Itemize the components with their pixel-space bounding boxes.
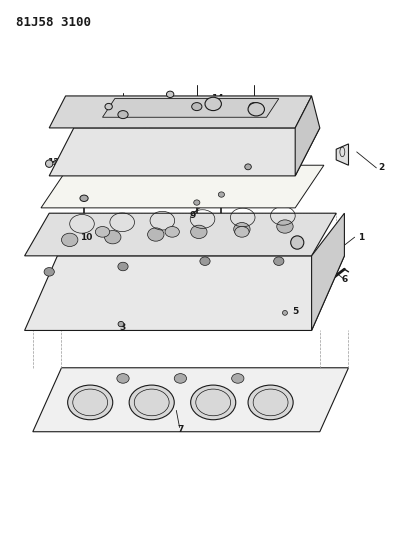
Polygon shape: [25, 213, 335, 256]
Ellipse shape: [282, 310, 287, 316]
Polygon shape: [49, 128, 319, 176]
Text: 8: 8: [242, 196, 249, 204]
Ellipse shape: [290, 236, 303, 249]
Ellipse shape: [273, 257, 283, 265]
Ellipse shape: [234, 227, 249, 237]
Ellipse shape: [129, 385, 174, 420]
Ellipse shape: [276, 220, 292, 233]
Ellipse shape: [249, 102, 258, 110]
Text: 1: 1: [357, 233, 363, 241]
Polygon shape: [49, 96, 311, 128]
Ellipse shape: [105, 103, 112, 110]
Text: 2: 2: [377, 164, 384, 172]
Ellipse shape: [247, 102, 264, 116]
Text: 7: 7: [177, 425, 183, 433]
Text: 6: 6: [340, 276, 347, 284]
Ellipse shape: [117, 374, 129, 383]
Ellipse shape: [231, 374, 243, 383]
Ellipse shape: [174, 374, 186, 383]
Text: 10: 10: [80, 233, 92, 241]
Ellipse shape: [233, 222, 249, 236]
Ellipse shape: [118, 321, 124, 327]
Ellipse shape: [95, 227, 110, 237]
Text: 9: 9: [189, 212, 196, 220]
Text: 3: 3: [119, 324, 126, 332]
Text: 13: 13: [166, 116, 178, 124]
Text: 14: 14: [211, 94, 223, 103]
Ellipse shape: [164, 227, 179, 237]
Ellipse shape: [104, 230, 121, 244]
Ellipse shape: [147, 228, 164, 241]
Polygon shape: [294, 96, 319, 176]
Polygon shape: [25, 256, 344, 330]
Polygon shape: [102, 99, 278, 117]
Ellipse shape: [191, 102, 201, 110]
Text: 15: 15: [80, 196, 92, 204]
Polygon shape: [311, 213, 344, 330]
Ellipse shape: [247, 385, 292, 420]
Polygon shape: [33, 368, 348, 432]
Ellipse shape: [204, 97, 221, 111]
Text: 4: 4: [291, 238, 298, 247]
Ellipse shape: [166, 91, 173, 98]
Text: 5: 5: [291, 308, 298, 316]
Ellipse shape: [118, 110, 128, 118]
Ellipse shape: [67, 385, 112, 420]
Text: 81J58 3100: 81J58 3100: [16, 16, 91, 29]
Ellipse shape: [244, 164, 251, 169]
Polygon shape: [335, 144, 348, 165]
Ellipse shape: [61, 233, 78, 247]
Ellipse shape: [190, 385, 235, 420]
Ellipse shape: [193, 200, 200, 205]
Text: 11: 11: [252, 124, 264, 132]
Ellipse shape: [45, 160, 53, 167]
Polygon shape: [41, 165, 323, 208]
Ellipse shape: [200, 257, 210, 265]
Text: 16: 16: [100, 126, 112, 135]
Ellipse shape: [80, 195, 88, 201]
Text: 14: 14: [141, 126, 153, 135]
Ellipse shape: [118, 262, 128, 271]
Ellipse shape: [190, 225, 207, 239]
Text: 12: 12: [47, 158, 59, 167]
Ellipse shape: [44, 268, 54, 276]
Ellipse shape: [218, 192, 224, 197]
